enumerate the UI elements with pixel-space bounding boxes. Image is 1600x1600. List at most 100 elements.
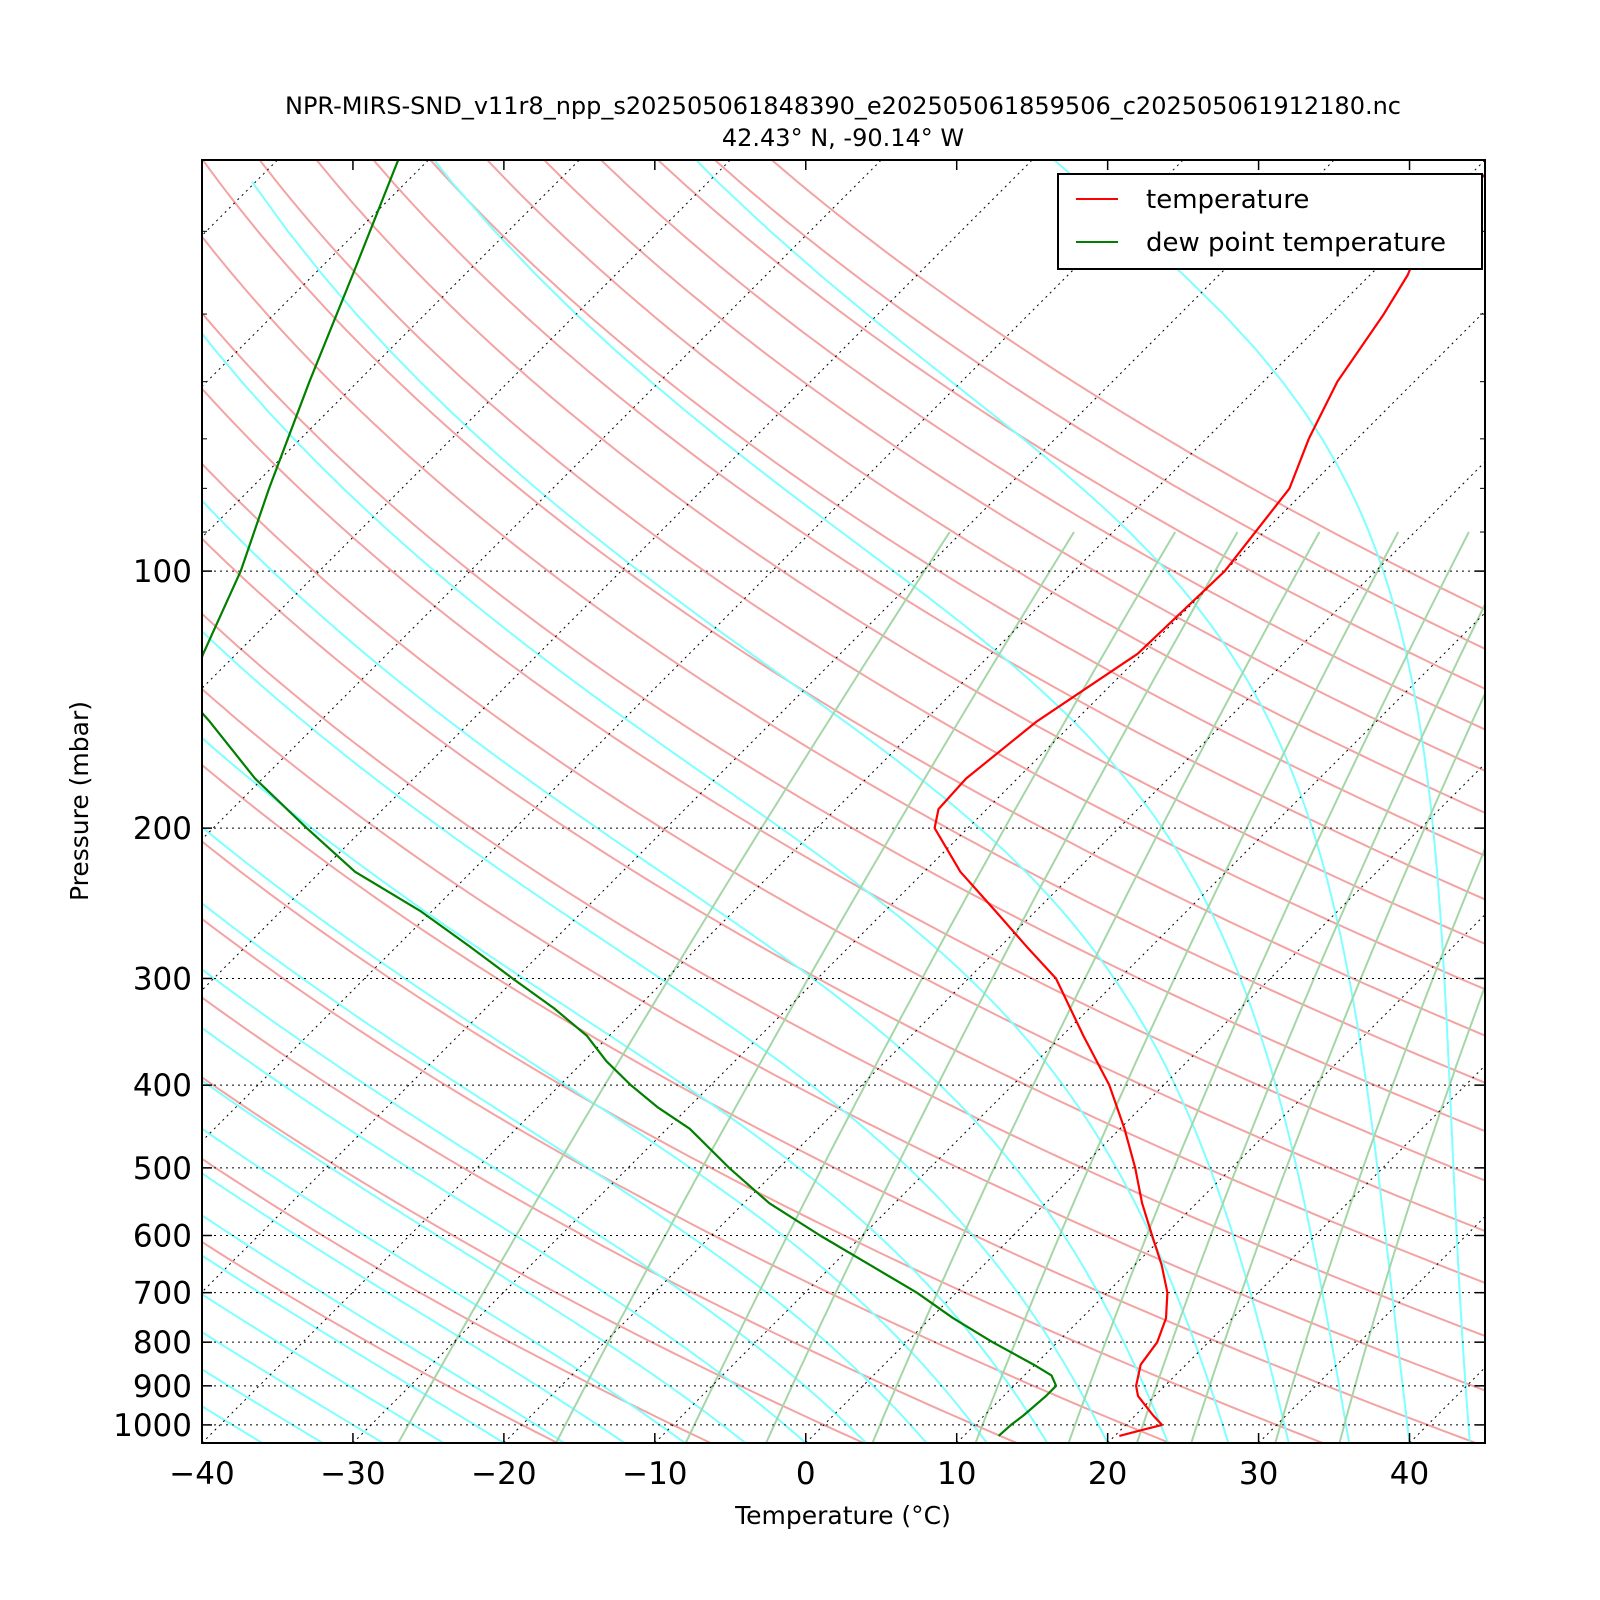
moist-adiabat-line: [202, 1026, 807, 1443]
isotherm-line: [1560, 160, 1600, 1443]
dry-adiabat-line: [771, 160, 1485, 611]
moist-adiabat-line: [202, 1368, 324, 1443]
x-tick-label: 40: [1390, 1456, 1429, 1492]
dry-adiabat-line: [657, 160, 1485, 690]
chart-title: NPR-MIRS-SND_v11r8_npp_s202505061848390_…: [285, 92, 1401, 120]
dry-adiabat-line: [202, 996, 1018, 1443]
x-tick-label: 0: [796, 1456, 816, 1492]
moist-adiabat-line: [202, 1254, 505, 1443]
axis-ticks: −40 −30 −20 −10 0 10 20 30 40 100 200 300 400 500 600 7…: [113, 160, 1485, 1492]
moist-adiabat-line: [202, 1079, 747, 1443]
dry-adiabat-line: [202, 612, 1485, 1337]
y-tick-label: 1000: [113, 1408, 192, 1444]
isobar-grid: [202, 570, 1485, 1426]
moist-adiabat-line: [202, 1214, 565, 1443]
legend: temperature dew point temperature: [1057, 173, 1483, 270]
isotherm-line: [202, 160, 1335, 1293]
mixing-ratio-lines: [397, 531, 1485, 1443]
moist-adiabats: [202, 160, 1471, 1443]
dry-adiabat-line: [429, 160, 1485, 857]
isotherm-line: [202, 160, 1033, 991]
dry-adiabat-line: [315, 160, 1485, 945]
moist-adiabat-line: [202, 629, 1109, 1443]
dry-adiabat-line: [486, 160, 1485, 814]
data-series: [202, 160, 1485, 1437]
y-tick-label: 200: [133, 811, 192, 847]
dry-adiabat-line: [202, 387, 1485, 1182]
moist-adiabat-line: [202, 1293, 445, 1443]
chart-subtitle: 42.43° N, -90.14° W: [722, 124, 964, 152]
x-tick-label: −30: [320, 1456, 385, 1492]
moist-adiabat-line: [202, 1127, 686, 1443]
mixing-ratio-line: [555, 531, 1075, 1443]
isotherm-line: [805, 763, 1485, 1443]
dry-adiabat-line: [372, 160, 1485, 901]
legend-box: [1057, 173, 1483, 270]
moist-adiabat-line: [202, 499, 1169, 1443]
dry-adiabats: [202, 160, 1485, 1443]
isotherm-line: [202, 160, 1184, 1142]
mixing-ratio-line: [1135, 602, 1485, 1443]
mixing-ratio-line: [1274, 846, 1485, 1443]
mixing-ratio-line: [1067, 531, 1470, 1443]
y-tick-label: 700: [133, 1276, 192, 1312]
dry-adiabat-line: [202, 1157, 712, 1443]
x-tick-label: −40: [169, 1456, 234, 1492]
y-tick-label: 300: [133, 961, 192, 997]
dry-adiabat-line: [202, 917, 1171, 1443]
y-tick-label: 500: [133, 1151, 192, 1187]
x-tick-label: 10: [937, 1456, 976, 1492]
dry-adiabat-line: [202, 840, 1324, 1443]
mixing-ratio-line: [974, 531, 1400, 1443]
dry-adiabat-line: [202, 537, 1485, 1284]
mixing-ratio-line: [1190, 691, 1485, 1443]
moist-adiabat-line: [251, 181, 1290, 1443]
moist-adiabat-line: [202, 1330, 384, 1443]
x-tick-label: 30: [1239, 1456, 1278, 1492]
x-tick-label: −20: [471, 1456, 536, 1492]
plot-area: [0, 160, 1600, 1443]
mixing-ratio-line: [1338, 983, 1485, 1443]
dry-adiabat-line: [600, 160, 1485, 731]
y-tick-label: 800: [133, 1325, 192, 1361]
plot-frame: [201, 159, 1486, 1444]
y-tick-label: 600: [133, 1218, 192, 1254]
isotherm-line: [202, 160, 731, 690]
dry-adiabat-line: [202, 687, 1485, 1392]
isotherm-line: [202, 160, 429, 388]
isotherm-line: [1409, 1366, 1485, 1443]
legend-label-dew-point: dew point temperature: [1146, 228, 1446, 258]
dry-adiabat-line: [202, 235, 1485, 1084]
moist-adiabat-line: [1052, 160, 1471, 1443]
isotherm-line: [352, 310, 1485, 1443]
mixing-ratio-line: [397, 531, 951, 1443]
dry-adiabat-line: [202, 763, 1477, 1443]
y-tick-label: 100: [133, 554, 192, 590]
x-axis-label: Temperature (°C): [734, 1501, 951, 1530]
moist-adiabat-line: [202, 825, 988, 1443]
temperature-line: [933, 172, 1485, 1437]
dry-adiabat-line: [714, 160, 1485, 650]
moist-adiabat-line: [202, 968, 867, 1443]
x-tick-label: −10: [622, 1456, 687, 1492]
mixing-ratio-line: [684, 531, 1177, 1443]
isotherm-line: [202, 160, 580, 539]
moist-adiabat-line: [202, 331, 1230, 1443]
isotherm-line: [503, 461, 1485, 1443]
legend-label-temperature: temperature: [1146, 185, 1309, 215]
moist-adiabat-line: [202, 1172, 626, 1443]
isotherm-grid: [0, 160, 1600, 1443]
dew-point-line: [202, 160, 1058, 1437]
dry-adiabat-line: [202, 1076, 865, 1443]
mixing-ratio-line: [765, 531, 1239, 1443]
mixing-ratio-line: [871, 531, 1321, 1443]
dry-adiabat-line: [202, 160, 1485, 1037]
y-tick-label: 900: [133, 1369, 192, 1405]
isotherm-line: [0, 160, 127, 1443]
moist-adiabat-line: [202, 902, 928, 1443]
moist-adiabat-line: [694, 160, 1411, 1443]
isotherm-line: [202, 160, 1485, 1443]
dry-adiabat-line: [202, 462, 1485, 1233]
dry-adiabat-line: [202, 311, 1485, 1133]
